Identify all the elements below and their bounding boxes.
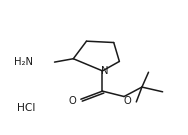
Text: O: O bbox=[68, 96, 76, 106]
Text: HCl: HCl bbox=[17, 103, 35, 113]
Text: N: N bbox=[101, 66, 109, 76]
Text: O: O bbox=[123, 96, 131, 106]
Text: H₂N: H₂N bbox=[14, 57, 33, 67]
